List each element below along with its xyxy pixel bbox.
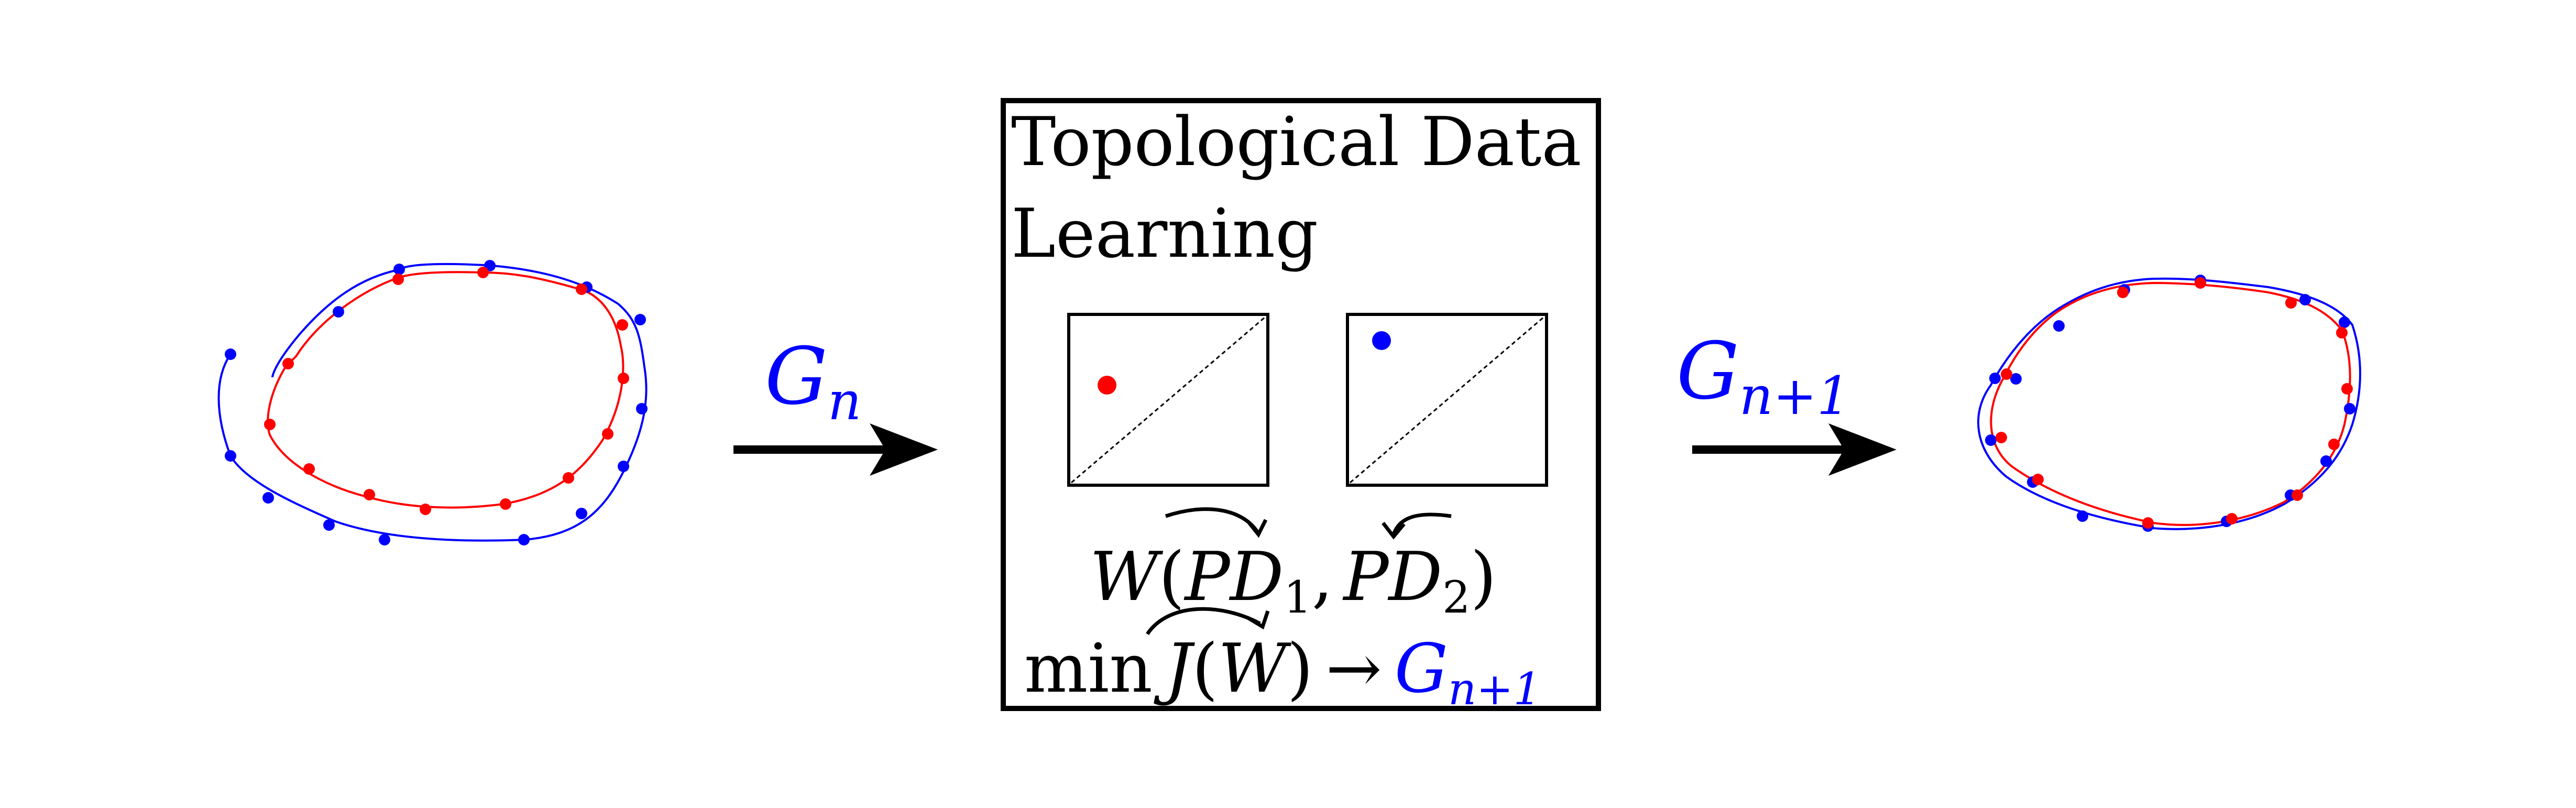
data-point <box>2010 373 2022 385</box>
data-point <box>420 504 431 515</box>
arrow-to-pd2 <box>1391 512 1452 536</box>
right-arrow-group: Gn+1 <box>1676 326 1897 476</box>
right-arrow-label: Gn+1 <box>1676 326 1850 427</box>
data-point <box>2328 439 2340 450</box>
blue-persistence-point <box>1372 331 1391 350</box>
data-point <box>323 519 335 531</box>
data-point <box>262 492 274 504</box>
data-point <box>2344 403 2355 414</box>
left-red-curve <box>267 271 624 509</box>
diagram-frame <box>1067 313 1269 487</box>
left-blue-curve <box>217 263 648 542</box>
data-point <box>477 267 489 278</box>
arrow-to-w <box>1146 607 1261 635</box>
data-point <box>634 314 646 325</box>
data-point <box>225 450 236 462</box>
data-point <box>2077 510 2088 522</box>
data-point <box>500 498 511 510</box>
data-point <box>518 534 530 545</box>
data-point <box>602 428 613 440</box>
data-point <box>393 264 405 275</box>
persistence-diagram-1 <box>1067 313 1269 487</box>
right-arrowhead <box>1828 423 1897 476</box>
data-point <box>2142 517 2154 529</box>
data-point <box>636 403 648 414</box>
diagram-frame <box>1346 313 1548 487</box>
box-title-line1: Topological Data <box>1011 103 1582 181</box>
data-point <box>576 283 587 295</box>
data-point <box>2339 316 2350 328</box>
left-arrow-label: Gn <box>765 331 861 432</box>
data-point <box>282 358 294 369</box>
data-point <box>364 489 375 500</box>
data-point <box>264 419 276 430</box>
data-point <box>2032 474 2044 485</box>
data-point <box>1985 434 1997 446</box>
data-point <box>2285 297 2297 309</box>
data-point <box>333 306 344 318</box>
right-blue-curve <box>1977 277 2361 530</box>
data-point <box>2299 294 2311 305</box>
data-point <box>2336 327 2348 339</box>
data-point <box>1996 432 2007 443</box>
diagonal-line <box>1350 316 1544 484</box>
data-point <box>2053 320 2065 332</box>
left-red-points <box>264 267 629 515</box>
curved-arrows <box>1146 507 1452 635</box>
diagonal-line <box>1071 316 1266 484</box>
data-point <box>617 319 628 331</box>
data-point <box>2320 455 2332 467</box>
data-point <box>618 461 629 472</box>
red-persistence-point <box>1098 376 1116 395</box>
left-arrowhead <box>870 423 938 476</box>
data-point <box>379 534 390 545</box>
data-point <box>618 373 629 384</box>
data-point <box>2117 287 2129 298</box>
persistence-diagram-2 <box>1346 313 1548 487</box>
left-curves-panel <box>217 260 648 545</box>
data-point <box>2195 277 2206 289</box>
data-point <box>1989 373 2001 384</box>
arrow-to-w-head <box>1246 610 1270 630</box>
right-curves-panel <box>1977 275 2361 532</box>
tdl-box: Topological Data Learning W(PD1, PD2) min… <box>1001 98 1601 715</box>
arrow-to-pd2-head <box>1382 521 1406 540</box>
data-point <box>576 508 587 519</box>
tdl-box-border <box>1001 98 1601 711</box>
objective-formula: min J(W) → Gn+1 <box>1024 630 1541 715</box>
data-point <box>2292 489 2303 501</box>
arrow-to-pd1 <box>1165 507 1259 533</box>
left-blue-points <box>225 260 648 545</box>
left-arrow-group: Gn <box>733 331 938 476</box>
data-point <box>2341 383 2353 395</box>
data-point <box>225 348 236 360</box>
data-point <box>2226 513 2238 525</box>
wasserstein-formula: W(PD1, PD2) <box>1090 538 1497 623</box>
data-point <box>2001 368 2012 380</box>
data-point <box>303 463 315 475</box>
box-title-line2: Learning <box>1011 195 1318 273</box>
data-point <box>563 472 574 484</box>
data-point <box>392 274 404 285</box>
arrow-to-pd1-head <box>1246 519 1268 538</box>
right-red-points <box>1996 277 2353 529</box>
